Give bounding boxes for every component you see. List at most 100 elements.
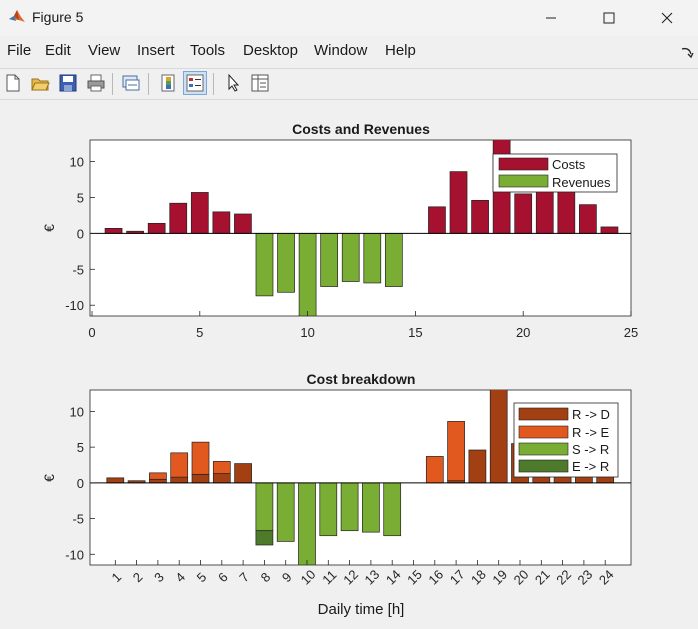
bar-r-d-6 — [212, 473, 231, 484]
legend-label-r-e: R -> E — [572, 425, 610, 440]
x-tick-label: 17 — [447, 567, 468, 588]
toolbar — [0, 68, 698, 100]
property-inspector-button[interactable] — [248, 71, 272, 95]
legend-swatch-s-r — [518, 442, 569, 456]
bar-revenues-10 — [298, 233, 317, 316]
x-tick-label: 7 — [236, 569, 252, 585]
maximize-button[interactable] — [580, 0, 638, 36]
toolbar-separator — [112, 73, 113, 95]
new-figure-icon — [6, 74, 20, 92]
bar-costs-24 — [600, 226, 619, 234]
menu-desktop[interactable]: Desktop — [243, 42, 299, 59]
undock-arrow-icon[interactable] — [680, 45, 694, 59]
legend[interactable]: R -> D R -> E S -> R E -> R — [513, 402, 619, 478]
x-tick-label: 14 — [383, 567, 404, 588]
x-tick-label: 1 — [108, 569, 124, 585]
edit-plot-button[interactable] — [221, 71, 245, 95]
bar-s-r-8 — [255, 482, 274, 532]
insert-colorbar-icon — [161, 74, 175, 92]
open-file-button[interactable] — [28, 71, 52, 95]
y-tick-label: 5 — [77, 190, 84, 205]
new-figure-button[interactable] — [1, 71, 25, 95]
figure-canvas: Costs and Revenues 10 5 0 -5 -10 0 5 10 15 20 25 €… — [0, 100, 698, 624]
x-tick-label: 18 — [468, 567, 489, 588]
save-button[interactable] — [56, 71, 80, 95]
bar-revenues-12 — [341, 233, 360, 282]
y-tick-label: 10 — [70, 404, 84, 419]
bar-r-d-3 — [149, 478, 167, 484]
menu-edit[interactable]: Edit — [45, 42, 71, 59]
insert-legend-icon — [186, 74, 204, 92]
x-tick-label: 21 — [532, 567, 553, 588]
bar-r-d-4 — [170, 476, 189, 484]
bar-costs-3 — [147, 222, 166, 234]
insert-colorbar-button[interactable] — [156, 71, 180, 95]
menu-insert[interactable]: Insert — [137, 42, 175, 59]
menu-help[interactable]: Help — [385, 42, 416, 59]
menu-view[interactable]: View — [88, 42, 121, 59]
bar-s-r-10 — [298, 482, 316, 565]
bar-revenues-8 — [255, 233, 274, 297]
bar-revenues-14 — [384, 233, 403, 287]
bar-costs-7 — [234, 213, 252, 234]
menu-tools[interactable]: Tools — [190, 42, 226, 59]
bar-r-e-16 — [425, 456, 444, 484]
legend-label-revenues: Revenues — [552, 175, 611, 190]
bar-revenues-11 — [320, 233, 339, 287]
x-tick-label: 15 — [408, 325, 422, 340]
bar-s-r-11 — [319, 482, 338, 537]
legend[interactable]: Costs Revenues — [492, 153, 618, 193]
menu-bar: File Edit View Insert Tools Desktop Wind… — [0, 38, 698, 66]
x-tick-label: 10 — [300, 325, 314, 340]
legend-label-s-r: S -> R — [572, 442, 609, 457]
property-inspector-icon — [251, 74, 269, 92]
window-title: Figure 5 — [32, 9, 84, 25]
bar-costs-16 — [428, 206, 446, 234]
x-tick-label: 13 — [362, 567, 383, 588]
x-tick-label: 15 — [404, 567, 425, 588]
bar-r-d-19 — [489, 390, 508, 484]
open-file-icon — [31, 78, 50, 91]
bar-r-e-3 — [149, 472, 167, 480]
bar-r-d-18 — [468, 449, 487, 484]
minimize-button[interactable] — [522, 0, 580, 36]
menu-window[interactable]: Window — [314, 42, 368, 59]
x-tick-label: 5 — [194, 569, 210, 585]
bar-r-e-5 — [191, 441, 210, 475]
bar-s-r-12 — [340, 482, 359, 532]
x-tick-label: 4 — [172, 569, 188, 585]
y-tick-label: 0 — [77, 476, 84, 491]
x-tick-label: 0 — [88, 325, 95, 340]
minimize-icon — [546, 17, 556, 19]
axes-title: Cost breakdown — [307, 371, 416, 387]
x-tick-label: 22 — [553, 567, 574, 588]
print-button[interactable] — [84, 71, 108, 95]
close-button[interactable] — [638, 0, 696, 36]
title-bar: Figure 5 — [0, 0, 698, 36]
insert-legend-button[interactable] — [183, 71, 207, 95]
legend-swatch-e-r — [518, 459, 569, 473]
bar-revenues-9 — [277, 233, 295, 293]
bar-costs-18 — [471, 199, 489, 234]
bar-s-r-14 — [383, 482, 402, 537]
bar-costs-17 — [449, 171, 468, 234]
bar-r-d-5 — [191, 473, 210, 484]
bar-s-r-9 — [276, 482, 295, 542]
x-tick-label: 10 — [298, 567, 319, 588]
bar-s-r-13 — [362, 482, 380, 533]
maximize-icon — [603, 12, 615, 24]
x-tick-label: 16 — [425, 567, 446, 588]
legend-label-costs: Costs — [552, 157, 586, 172]
legend-swatch-r-e — [518, 425, 569, 439]
y-axis-label: € — [41, 224, 57, 232]
bar-r-e-6 — [212, 461, 231, 474]
x-tick-label: 25 — [624, 325, 638, 340]
x-tick-label: 23 — [575, 567, 596, 588]
bar-r-e-4 — [170, 452, 189, 478]
menu-file[interactable]: File — [7, 42, 32, 59]
link-plot-button[interactable] — [119, 71, 143, 95]
axes-costs-and-revenues: Costs and Revenues 10 5 0 -5 -10 0 5 10 15 20 25 €… — [41, 121, 638, 340]
x-tick-label: 24 — [596, 567, 617, 588]
x-tick-label: 3 — [151, 569, 167, 585]
legend-swatch-r-d — [518, 407, 569, 421]
